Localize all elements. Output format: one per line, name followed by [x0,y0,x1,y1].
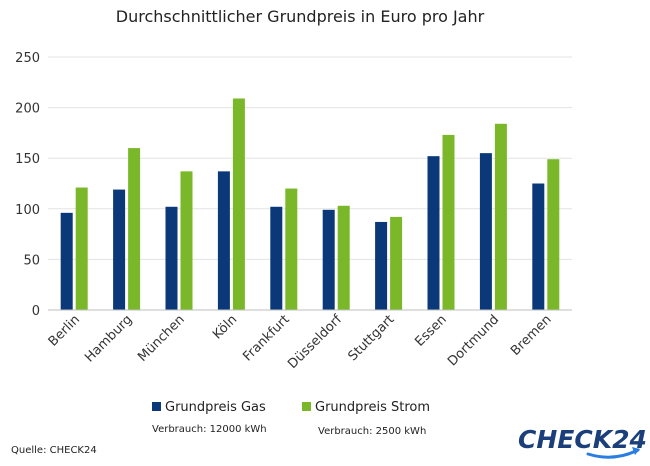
y-tick-label: 200 [15,102,40,117]
bar-strom [494,123,507,311]
bar-strom [128,148,141,310]
y-tick-label: 100 [15,203,40,218]
x-tick-label: Düsseldorf [285,312,345,372]
bar-gas [60,212,73,310]
x-tick-label: Köln [210,312,240,342]
x-tick-label: Stuttgart [345,312,397,364]
bar-gas [532,183,545,310]
y-tick-label: 250 [15,51,40,66]
logo-arrow-icon [632,447,640,455]
bar-strom [442,134,455,310]
x-tick-label: Dortmund [445,312,502,369]
bar-strom [75,187,88,310]
y-tick-label: 50 [23,253,40,268]
bar-gas [113,189,126,310]
bars [60,98,560,311]
x-axis-ticks: Berlin Hamburg München Köln FrankfurtDüsseld… [46,312,555,372]
x-tick-label: München [135,312,188,365]
bar-gas [479,153,492,310]
logo-wordmark: CHECK24 [518,425,646,454]
bar-strom [232,98,245,310]
gridlines [48,56,572,260]
source-note: Quelle: CHECK24 [11,445,97,456]
legend-note-strom: Verbrauch: 2500 kWh [318,426,426,437]
legend-label-gas: Grundpreis Gas [165,400,266,415]
bar-gas [165,206,178,310]
chart-title: Durchschnittlicher Grundpreis in Euro pr… [116,7,485,26]
x-tick-label: Bremen [508,312,555,359]
legend-note-gas: Verbrauch: 12000 kWh [152,424,267,435]
legend-swatch-gas [152,402,161,411]
bar-gas [270,206,283,310]
bar-strom [547,159,560,310]
x-tick-label: Berlin [46,312,83,349]
y-axis-ticks: 0 50 100 150 200 250 [15,51,40,319]
legend-swatch-strom [302,402,311,411]
x-tick-label: Hamburg [82,312,135,365]
bar-gas [427,156,440,310]
bar-strom [390,216,403,310]
bar-gas [375,221,388,310]
check24-logo: CHECK24 [518,425,646,459]
bar-strom [180,171,193,310]
y-tick-label: 0 [32,304,40,319]
legend-label-strom: Grundpreis Strom [315,400,430,415]
bar-gas [217,171,230,310]
legend: Grundpreis Gas Grundpreis Strom Verbrauc… [152,400,430,437]
bar-strom [285,188,298,310]
x-tick-label: Frankfurt [240,312,292,364]
x-tick-label: Essen [412,312,449,349]
y-tick-label: 150 [15,152,40,167]
bar-strom [337,205,350,310]
bar-gas [322,209,335,310]
